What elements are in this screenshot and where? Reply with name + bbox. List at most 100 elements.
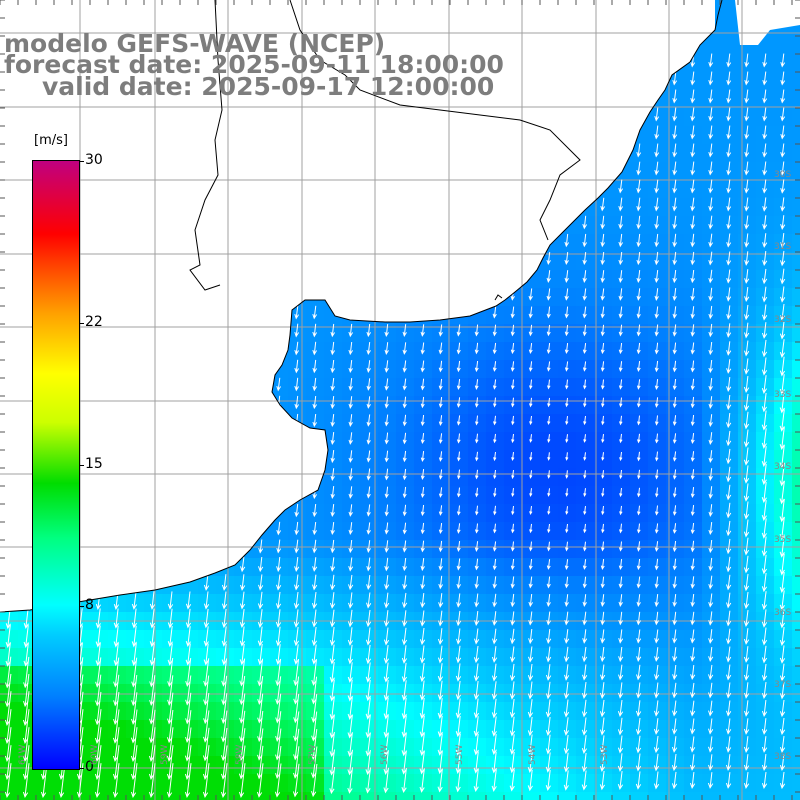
wind-arrow: [167, 657, 174, 688]
wind-arrow: [95, 625, 101, 648]
wind-arrow: [474, 342, 479, 355]
wind-arrow: [347, 714, 353, 739]
wind-arrow: [708, 593, 714, 608]
wind-arrow: [761, 482, 767, 504]
wind-speed-cell: [738, 774, 757, 793]
wind-arrow: [547, 506, 551, 515]
wind-speed-cell: [396, 756, 415, 775]
wind-arrow: [564, 629, 570, 644]
wind-arrow: [402, 522, 407, 535]
wind-speed-cell: [216, 594, 235, 613]
wind-arrow: [185, 692, 192, 725]
wind-arrow: [149, 625, 155, 648]
wind-arrow: [366, 540, 371, 553]
wind-speed-cell: [126, 594, 145, 613]
wind-speed-cell: [666, 720, 685, 739]
wind-speed-cell: [180, 630, 199, 649]
wind-speed-cell: [738, 108, 757, 127]
wind-speed-cell: [270, 774, 289, 793]
wind-speed-cell: [504, 774, 523, 793]
wind-arrow: [5, 642, 11, 667]
wind-speed-cell: [792, 648, 800, 667]
wind-speed-cell: [54, 774, 73, 793]
wind-speed-cell: [738, 360, 757, 379]
wind-speed-cell: [756, 288, 775, 307]
wind-speed-cell: [594, 720, 613, 739]
wind-arrow: [744, 161, 750, 176]
wind-speed-cell: [540, 720, 559, 739]
wind-arrow: [348, 396, 353, 409]
wind-arrow: [366, 557, 372, 572]
wind-speed-cell: [756, 648, 775, 667]
wind-speed-cell: [666, 630, 685, 649]
wind-arrow: [726, 394, 732, 411]
wind-arrow: [654, 541, 659, 552]
wind-arrow: [528, 306, 533, 319]
wind-speed-cell: [180, 756, 199, 775]
wind-arrow: [600, 288, 605, 301]
wind-arrow: [438, 487, 443, 498]
wind-arrow: [601, 397, 605, 408]
wind-arrow: [690, 736, 696, 753]
wind-speed-cell: [756, 792, 775, 800]
wind-arrow: [456, 415, 461, 426]
wind-arrow: [547, 523, 551, 534]
wind-arrow: [780, 179, 786, 194]
wind-arrow: [654, 197, 660, 212]
wind-arrow: [329, 662, 335, 684]
wind-speed-cell: [648, 756, 667, 775]
wind-speed-cell: [450, 594, 469, 613]
wind-arrow: [762, 251, 768, 267]
wind-speed-cell: [72, 792, 91, 800]
longitude-label: 54W: [528, 744, 538, 765]
wind-speed-cell: [252, 540, 271, 559]
wind-speed-cell: [720, 648, 739, 667]
wind-speed-cell: [792, 54, 800, 73]
wind-arrow: [618, 288, 623, 301]
wind-speed-cell: [738, 720, 757, 739]
wind-arrow: [420, 610, 426, 627]
wind-arrow: [184, 745, 192, 780]
wind-arrow: [726, 53, 732, 68]
wind-arrow: [708, 718, 714, 735]
wind-arrow: [636, 379, 641, 390]
wind-arrow: [258, 556, 264, 573]
wind-arrow: [743, 754, 750, 771]
wind-speed-cell: [252, 756, 271, 775]
wind-arrow: [330, 574, 336, 591]
wind-arrow: [563, 699, 570, 718]
wind-arrow: [743, 393, 750, 412]
wind-speed-cell: [774, 450, 793, 469]
wind-arrow: [654, 523, 659, 534]
wind-speed-cell: [774, 180, 793, 199]
wind-arrow: [582, 233, 588, 248]
wind-arrow: [708, 468, 713, 481]
wind-arrow: [455, 663, 462, 682]
wind-arrow: [654, 682, 660, 699]
wind-arrow: [743, 555, 750, 574]
wind-speed-cell: [702, 774, 721, 793]
wind-arrow: [654, 629, 660, 644]
wind-arrow: [167, 626, 173, 648]
wind-arrow: [131, 643, 137, 667]
wind-arrow: [330, 341, 336, 356]
wind-arrow: [456, 360, 461, 373]
wind-arrow: [311, 729, 318, 761]
wind-arrow: [511, 415, 515, 426]
wind-arrow: [654, 576, 659, 589]
latitude-label: 34S: [774, 462, 792, 472]
wind-arrow: [383, 627, 390, 646]
wind-arrow: [743, 646, 750, 663]
wind-arrow: [672, 71, 678, 86]
wind-arrow: [76, 745, 84, 780]
wind-speed-cell: [630, 720, 649, 739]
wind-arrow: [761, 627, 768, 646]
wind-speed-cell: [486, 468, 505, 487]
wind-arrow: [348, 504, 353, 517]
wind-arrow: [726, 628, 732, 645]
wind-arrow: [743, 411, 750, 430]
wind-arrow: [528, 628, 534, 645]
wind-arrow: [509, 734, 515, 755]
wind-arrow: [220, 763, 228, 798]
wind-speed-cell: [432, 792, 451, 800]
